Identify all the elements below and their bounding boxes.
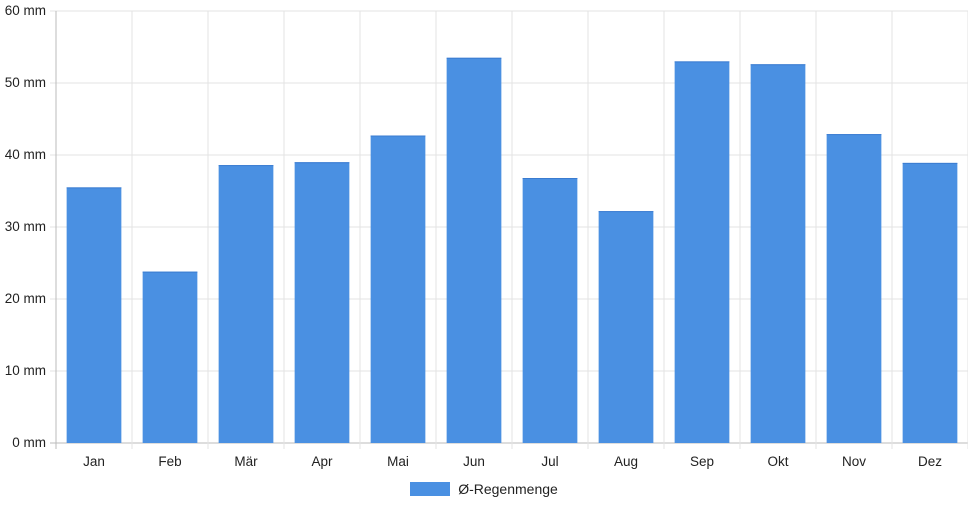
bar-Nov[interactable]	[826, 134, 882, 443]
bar-Jul[interactable]	[522, 178, 578, 444]
y-tick-label: 10 mm	[5, 363, 46, 378]
x-tick-label: Dez	[918, 454, 942, 469]
y-tick-label: 50 mm	[5, 75, 46, 90]
legend-label: Ø-Regenmenge	[458, 481, 558, 497]
y-tick-label: 40 mm	[5, 147, 46, 162]
x-tick-label: Aug	[614, 454, 638, 469]
grid-lines	[50, 10, 968, 449]
x-tick-label: Apr	[311, 454, 333, 469]
x-tick-label: Mai	[387, 454, 409, 469]
bars	[66, 57, 958, 444]
bar-Sep[interactable]	[674, 61, 730, 444]
bar-Mai[interactable]	[370, 135, 426, 443]
bar-Feb[interactable]	[142, 271, 198, 443]
legend-swatch[interactable]	[410, 482, 451, 496]
x-tick-label: Jan	[83, 454, 105, 469]
x-tick-label: Mär	[234, 454, 258, 469]
bar-Mär[interactable]	[218, 165, 274, 443]
y-tick-label: 20 mm	[5, 291, 46, 306]
x-tick-label: Okt	[767, 454, 788, 469]
x-tick-label: Jul	[541, 454, 558, 469]
y-axis-ticks: 0 mm 10 mm 20 mm 30 mm 40 mm 50 mm 60 mm	[5, 3, 46, 450]
bar-Jan[interactable]	[66, 187, 122, 443]
x-tick-label: Sep	[690, 454, 714, 469]
legend: Ø-Regenmenge	[0, 481, 968, 497]
y-tick-label: 30 mm	[5, 219, 46, 234]
bar-Aug[interactable]	[598, 211, 654, 443]
y-tick-label: 60 mm	[5, 3, 46, 18]
x-tick-label: Nov	[842, 454, 866, 469]
x-tick-label: Feb	[158, 454, 181, 469]
bar-Okt[interactable]	[750, 64, 806, 443]
x-tick-label: Jun	[463, 454, 485, 469]
bar-Apr[interactable]	[294, 162, 350, 443]
bar-Dez[interactable]	[902, 162, 958, 444]
x-axis-ticks: Jan Feb Mär Apr Mai Jun Jul Aug Sep Okt Nov Dez	[83, 454, 942, 469]
bar-Jun[interactable]	[446, 57, 502, 444]
y-tick-label: 0 mm	[12, 435, 46, 450]
